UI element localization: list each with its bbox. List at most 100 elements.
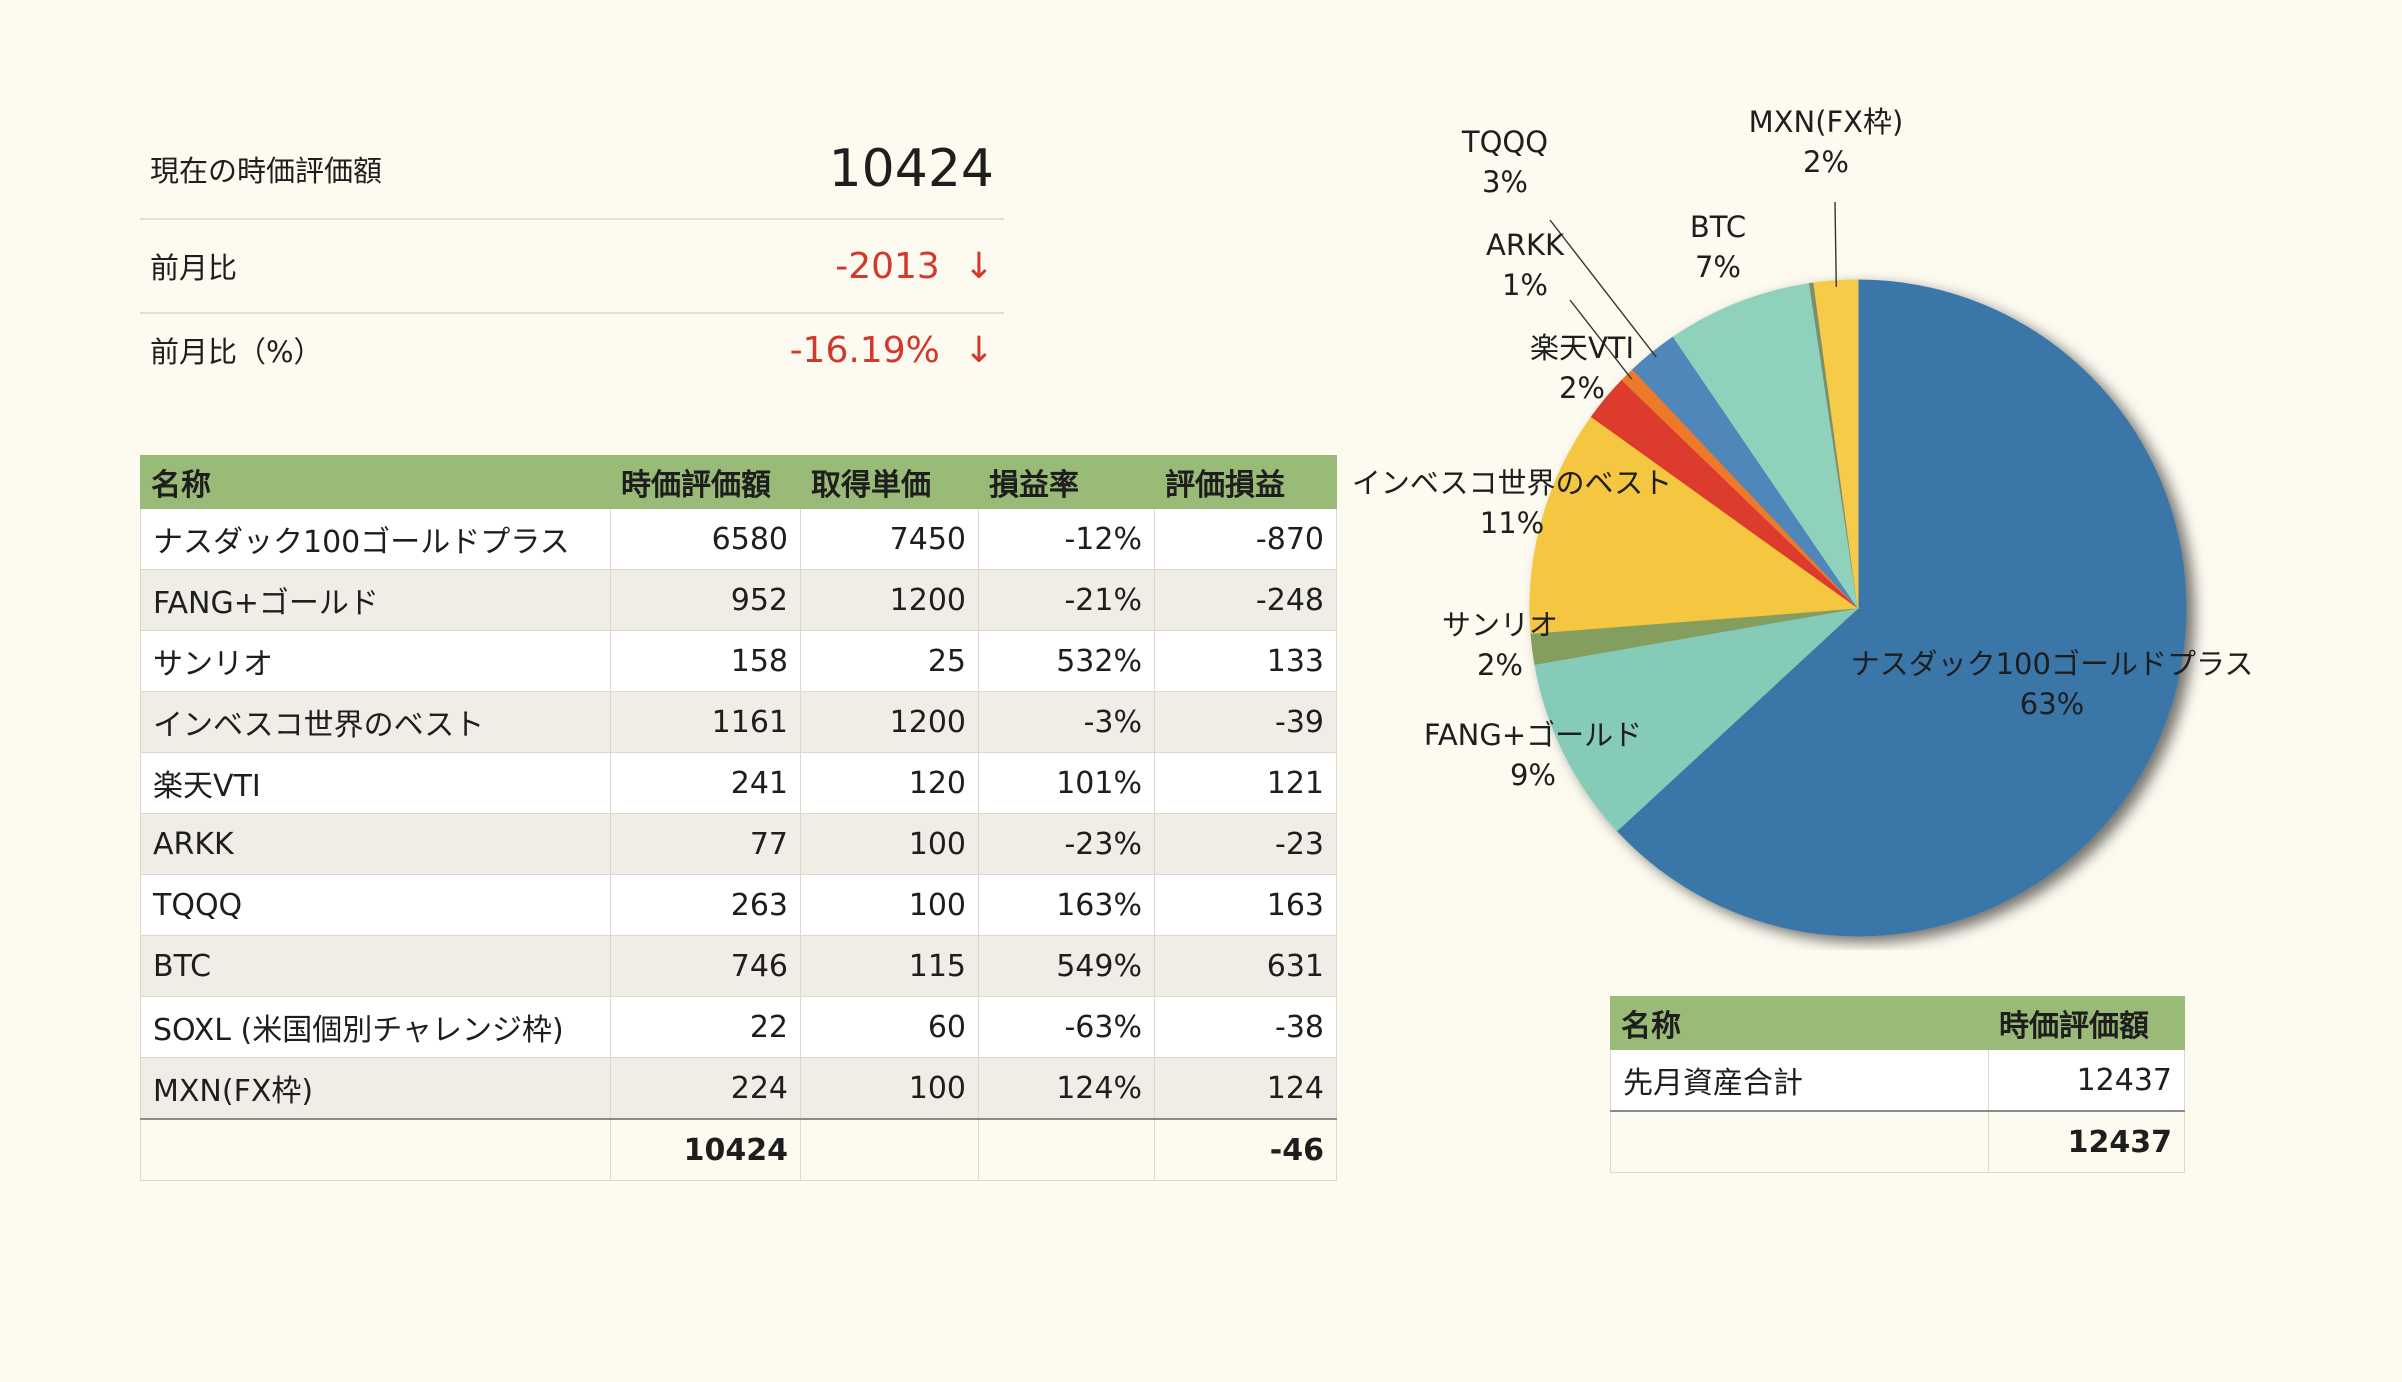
cell-pl-rate: -63% (978, 996, 1155, 1058)
total-row: 10424 -46 (140, 1118, 1337, 1181)
cell-pl: -39 (1154, 691, 1337, 753)
col-header-name: 名称 (1610, 996, 1989, 1050)
pie-labels: ナスダック100ゴールドプラス 63% FANG+ゴールド 9% サンリオ 2% インベスコ… (1352, 105, 2253, 792)
total-row: 12437 (1610, 1110, 2185, 1173)
mom-value: -2013 (835, 245, 940, 287)
cell-pl: -870 (1154, 508, 1337, 570)
col-header-market-value: 時価評価額 (1988, 996, 2185, 1050)
pie-slice-pct-label: 2% (1559, 371, 1605, 405)
cell-pl: 133 (1154, 630, 1337, 692)
cell-pl-rate: 532% (978, 630, 1155, 692)
cell-name: インベスコ世界のベスト (140, 691, 611, 753)
cell-market-value: 77 (610, 813, 801, 875)
pie-slice-pct-label: 3% (1482, 165, 1528, 199)
cell-blank (978, 1118, 1155, 1181)
table-row: BTC 746 115 549% 631 (140, 935, 1337, 997)
total-pl: -46 (1154, 1118, 1337, 1181)
cell-pl: -23 (1154, 813, 1337, 875)
cell-market-value: 224 (610, 1057, 801, 1120)
cell-name: 楽天VTI (140, 752, 611, 814)
col-header-pl: 評価損益 (1154, 455, 1337, 509)
col-header-cost: 取得単価 (800, 455, 979, 509)
pie-leader-line (1569, 299, 1633, 380)
cell-cost: 60 (800, 996, 979, 1058)
cell-blank (800, 1118, 979, 1181)
total-market-value: 12437 (1988, 1110, 2185, 1173)
cell-cost: 100 (800, 874, 979, 936)
cell-market-value: 1161 (610, 691, 801, 753)
table-row: MXN(FX枠) 224 100 124% 124 (140, 1057, 1337, 1120)
cell-cost: 120 (800, 752, 979, 814)
table-header-row: 名称 時価評価額 取得単価 損益率 評価損益 (140, 455, 1337, 509)
pie-slices (1529, 279, 2187, 937)
pie-slice-name-label: TQQQ (1461, 125, 1548, 159)
table-row: SOXL (米国個別チャレンジ枠) 22 60 -63% -38 (140, 996, 1337, 1058)
pie-slice-pct-label: 7% (1695, 250, 1741, 284)
table-row: サンリオ 158 25 532% 133 (140, 630, 1337, 692)
cell-name: サンリオ (140, 630, 611, 692)
table-row: TQQQ 263 100 163% 163 (140, 874, 1337, 936)
pie-leader-lines (1549, 201, 1837, 380)
cell-pl-rate: -3% (978, 691, 1155, 753)
cell-cost: 1200 (800, 569, 979, 631)
cell-cost: 25 (800, 630, 979, 692)
cell-pl-rate: 163% (978, 874, 1155, 936)
table-row: FANG+ゴールド 952 1200 -21% -248 (140, 569, 1337, 631)
summary-panel: 現在の時価評価額 10424 前月比 -2013 ↓ 前月比（%） -16.19%… (140, 120, 1004, 386)
cell-market-value: 746 (610, 935, 801, 997)
pie-slice-pct-label: 9% (1510, 758, 1556, 792)
pie-slice-name-label: 楽天VTI (1530, 331, 1634, 365)
cell-pl-rate: -23% (978, 813, 1155, 875)
table-row: 楽天VTI 241 120 101% 121 (140, 752, 1337, 814)
pie-slice-pct-label: 11% (1480, 506, 1544, 540)
pie-slice-pct-label: 1% (1502, 268, 1548, 302)
pie-slice (1529, 416, 1860, 634)
pie-slice-name-label: ナスダック100ゴールドプラス (1851, 647, 2254, 681)
cell-blank (1610, 1110, 1989, 1173)
cell-pl: 124 (1154, 1057, 1337, 1120)
table-row: ナスダック100ゴールドプラス 6580 7450 -12% -870 (140, 508, 1337, 570)
table-header-row: 名称 時価評価額 (1610, 996, 2185, 1050)
mom-pct-value: -16.19% (789, 329, 940, 371)
cell-pl-rate: 124% (978, 1057, 1155, 1120)
cell-pl-rate: 549% (978, 935, 1155, 997)
cell-name: TQQQ (140, 874, 611, 936)
cell-pl-rate: -21% (978, 569, 1155, 631)
pie-slice-name-label: FANG+ゴールド (1424, 718, 1642, 752)
mom-pct-label: 前月比（%） (150, 335, 323, 369)
pie-slice-name-label: ARKK (1486, 228, 1565, 262)
cell-market-value: 12437 (1988, 1049, 2185, 1112)
holdings-table: 名称 時価評価額 取得単価 損益率 評価損益 ナスダック100ゴールドプラス 65… (140, 455, 1337, 1181)
pie-leader-line (1549, 219, 1657, 358)
cell-name: 先月資産合計 (1610, 1049, 1989, 1112)
mom-label: 前月比 (150, 251, 238, 285)
pie-slice-name-label: サンリオ (1442, 608, 1558, 642)
cell-cost: 100 (800, 1057, 979, 1120)
pie-slice (1672, 283, 1859, 609)
allocation-pie-chart: ナスダック100ゴールドプラス 63% FANG+ゴールド 9% サンリオ 2% インベスコ… (1352, 105, 2253, 937)
cell-market-value: 22 (610, 996, 801, 1058)
cell-cost: 7450 (800, 508, 979, 570)
current-value: 10424 (828, 139, 994, 199)
col-header-pl-rate: 損益率 (978, 455, 1155, 509)
down-arrow-icon: ↓ (963, 329, 994, 371)
cell-market-value: 263 (610, 874, 801, 936)
pie-slice-name-label: BTC (1690, 210, 1746, 244)
pie-slice-pct-label: 2% (1803, 145, 1849, 179)
table-row: インベスコ世界のベスト 1161 1200 -3% -39 (140, 691, 1337, 753)
mom-row: 前月比 -2013 ↓ (140, 220, 1004, 314)
cell-name: ナスダック100ゴールドプラス (140, 508, 611, 570)
cell-name: BTC (140, 935, 611, 997)
pie-slice-pct-label: 63% (2020, 687, 2084, 721)
cell-market-value: 6580 (610, 508, 801, 570)
cell-cost: 1200 (800, 691, 979, 753)
cell-cost: 115 (800, 935, 979, 997)
col-header-market-value: 時価評価額 (610, 455, 801, 509)
pie-slice-name-label: MXN(FX枠) (1749, 105, 1904, 139)
cell-name: SOXL (米国個別チャレンジ枠) (140, 996, 611, 1058)
total-market-value: 10424 (610, 1118, 801, 1181)
current-value-row: 現在の時価評価額 10424 (140, 120, 1004, 220)
current-value-label: 現在の時価評価額 (150, 154, 383, 188)
cell-pl: 163 (1154, 874, 1337, 936)
down-arrow-icon: ↓ (963, 245, 994, 287)
